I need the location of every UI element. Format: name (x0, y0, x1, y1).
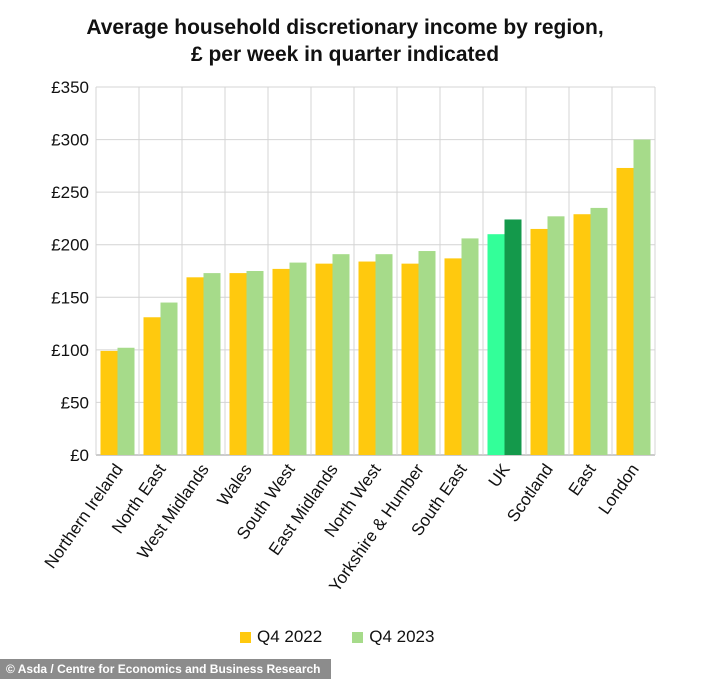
bar-q4-2022-london (616, 167, 634, 455)
chart-title-line-1: Average household discretionary income b… (86, 16, 604, 39)
bar-q4-2023-uk (504, 219, 522, 455)
bar-q4-2023-wales (246, 271, 264, 455)
chart-title-line-2: £ per week in quarter indicated (190, 43, 500, 66)
x-tick-label: Northern Ireland (41, 460, 127, 572)
legend: Q4 2022 Q4 2023 (240, 627, 434, 647)
x-tick-label: London (595, 460, 643, 517)
y-tick-label: £250 (51, 183, 89, 202)
bar-q4-2022-west-midlands (186, 277, 204, 455)
y-tick-label: £50 (61, 393, 89, 412)
bar-q4-2023-north-west (375, 254, 393, 455)
x-tick-label: UK (485, 460, 514, 491)
bar-q4-2022-wales (229, 273, 247, 455)
bar-q4-2023-yorkshire-humber (418, 251, 436, 455)
bar-q4-2022-scotland (530, 228, 548, 455)
y-tick-label: £300 (51, 131, 89, 150)
bars (100, 139, 651, 456)
bar-q4-2023-northern-ireland (117, 347, 135, 455)
y-tick-label: £150 (51, 288, 89, 307)
bar-q4-2023-east (590, 207, 608, 455)
chart-title: Average household discretionary income b… (0, 14, 690, 68)
legend-swatch-q4-2023 (352, 631, 364, 643)
legend-label-q4-2023: Q4 2023 (369, 627, 435, 646)
y-tick-label: £200 (51, 236, 89, 255)
legend-item-q4-2023: Q4 2023 (352, 627, 434, 647)
bar-q4-2022-north-west (358, 261, 376, 455)
legend-item-q4-2022: Q4 2022 (240, 627, 322, 647)
legend-swatch-q4-2022 (240, 631, 251, 643)
bar-q4-2023-east-midlands (332, 254, 350, 455)
legend-label-q4-2022: Q4 2022 (257, 627, 323, 646)
y-tick-label: £350 (51, 78, 89, 97)
bar-q4-2022-east-midlands (315, 263, 333, 455)
bar-q4-2022-north-east (143, 317, 161, 455)
y-tick-label: £100 (51, 341, 89, 360)
bar-q4-2022-northern-ireland (100, 350, 118, 455)
bar-q4-2022-uk (487, 234, 505, 455)
bar-q4-2023-scotland (547, 216, 565, 455)
bar-q4-2023-west-midlands (203, 273, 221, 455)
bar-q4-2022-yorkshire-humber (401, 263, 419, 455)
x-tick-label: East (565, 460, 600, 499)
bar-q4-2023-north-east (160, 302, 178, 455)
bar-q4-2023-south-west (289, 262, 307, 455)
bar-q4-2023-south-east (461, 238, 479, 455)
bar-q4-2022-east (573, 214, 591, 455)
y-tick-label: £0 (70, 446, 89, 465)
bar-q4-2022-south-east (444, 258, 462, 455)
bar-q4-2023-london (633, 139, 651, 456)
x-tick-label: Wales (213, 460, 255, 509)
image-credit: © Asda / Centre for Economics and Busine… (0, 659, 331, 679)
y-tick-labels: £0 £50 £100 £150 £200 £250 £300 £350 (51, 78, 89, 465)
bar-q4-2022-south-west (272, 268, 290, 455)
